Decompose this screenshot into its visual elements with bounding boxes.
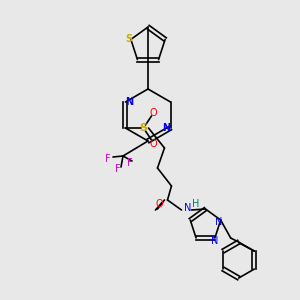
Text: N: N [215, 217, 222, 227]
Text: O: O [150, 139, 157, 149]
Text: F: F [105, 154, 111, 164]
Text: F: F [127, 158, 133, 168]
Text: N: N [211, 236, 219, 246]
Text: S: S [140, 123, 148, 133]
Text: N: N [125, 97, 134, 107]
Text: F: F [115, 164, 121, 174]
Text: S: S [125, 34, 132, 44]
Text: O: O [156, 199, 163, 209]
Text: N: N [163, 123, 171, 133]
Text: N: N [184, 203, 191, 213]
Text: H: H [192, 199, 199, 209]
Text: O: O [150, 108, 157, 118]
